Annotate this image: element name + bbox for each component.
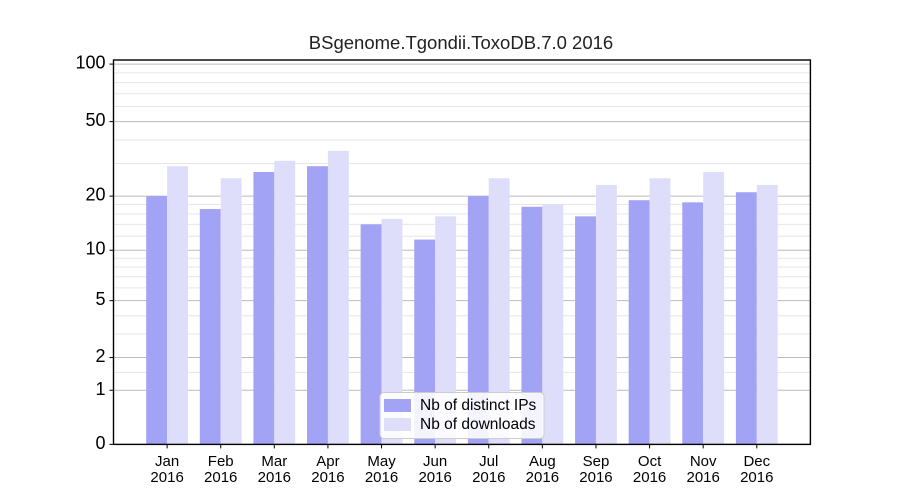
svg-text:2016: 2016 <box>311 469 344 486</box>
svg-text:Feb: Feb <box>208 453 234 470</box>
svg-text:2016: 2016 <box>472 469 505 486</box>
svg-text:May: May <box>367 453 396 470</box>
svg-text:Apr: Apr <box>316 453 339 470</box>
svg-text:0: 0 <box>95 433 105 453</box>
svg-text:Nb of distinct IPs: Nb of distinct IPs <box>420 397 537 414</box>
svg-text:2016: 2016 <box>204 469 237 486</box>
svg-text:2: 2 <box>95 346 105 366</box>
svg-text:2016: 2016 <box>740 469 773 486</box>
svg-text:Dec: Dec <box>743 453 770 470</box>
svg-text:Sep: Sep <box>583 453 610 470</box>
svg-text:5: 5 <box>95 289 105 309</box>
svg-text:2016: 2016 <box>365 469 398 486</box>
svg-text:100: 100 <box>75 53 105 73</box>
svg-text:2016: 2016 <box>258 469 291 486</box>
svg-text:Nb of downloads: Nb of downloads <box>420 416 536 433</box>
svg-text:2016: 2016 <box>686 469 719 486</box>
svg-text:2016: 2016 <box>526 469 559 486</box>
svg-text:2016: 2016 <box>418 469 451 486</box>
svg-text:10: 10 <box>85 239 105 259</box>
svg-text:1: 1 <box>95 379 105 399</box>
svg-text:20: 20 <box>85 185 105 205</box>
svg-text:Jan: Jan <box>155 453 179 470</box>
svg-text:Aug: Aug <box>529 453 556 470</box>
svg-text:Jun: Jun <box>423 453 447 470</box>
svg-text:Mar: Mar <box>261 453 287 470</box>
svg-text:Jul: Jul <box>479 453 498 470</box>
svg-text:2016: 2016 <box>579 469 612 486</box>
svg-text:50: 50 <box>85 110 105 130</box>
svg-text:2016: 2016 <box>150 469 183 486</box>
svg-text:2016: 2016 <box>633 469 666 486</box>
svg-text:Oct: Oct <box>638 453 662 470</box>
svg-text:Nov: Nov <box>690 453 717 470</box>
